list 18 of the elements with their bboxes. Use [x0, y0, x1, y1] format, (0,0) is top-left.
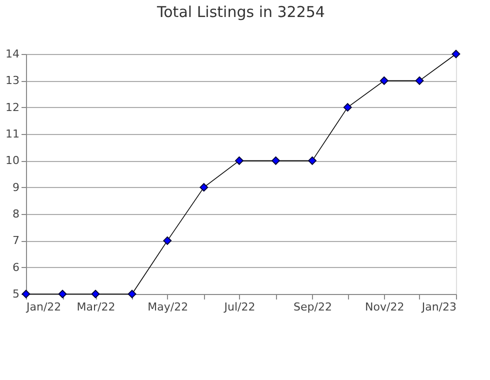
y-tick-label: 11: [6, 128, 20, 140]
x-tick-label: Sep/22: [294, 300, 332, 314]
chart-title: Total Listings in 32254: [156, 3, 325, 21]
x-tick-label: Jul/22: [223, 300, 256, 314]
x-tick-label: Jan/23: [420, 300, 456, 314]
y-tick-label: 9: [12, 180, 20, 194]
y-tick-label: 8: [12, 208, 20, 220]
y-tick-label: 7: [12, 234, 20, 248]
y-tick-label: 10: [6, 154, 20, 168]
y-tick-label: 6: [12, 260, 20, 274]
x-tick-label: May/22: [148, 300, 188, 314]
x-tick-label: Nov/22: [365, 300, 404, 314]
x-tick-label: Jan/22: [26, 300, 62, 314]
x-tick-label: Mar/22: [76, 300, 116, 314]
y-tick-label: 14: [6, 48, 20, 60]
y-tick-label: 5: [12, 288, 20, 300]
y-tick-label: 13: [6, 74, 20, 88]
y-tick-label: 12: [6, 100, 20, 114]
